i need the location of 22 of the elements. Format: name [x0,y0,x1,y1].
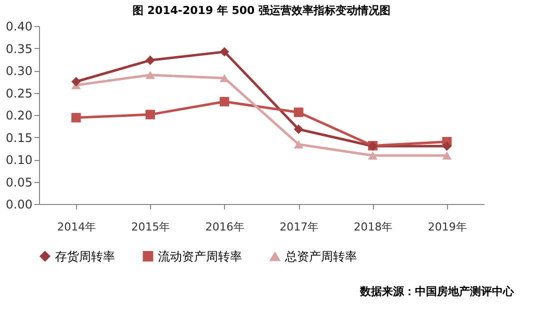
y-tick-label: 0.10 [6,153,32,167]
legend-label: 总资产周转率 [284,250,357,264]
y-tick-label: 0.35 [6,42,32,56]
point [146,56,155,66]
x-tick-label: 2014年 [57,220,96,234]
y-tick-label: 0.15 [6,130,32,145]
y-tick-label: 0.00 [6,198,32,212]
y-tick-label: 0.05 [6,175,32,190]
x-tick-label: 2016年 [205,220,244,234]
y-tick-label: 0.25 [6,86,32,100]
x-tick-label: 2017年 [280,220,319,234]
y-tick-label: 0.30 [6,64,32,78]
y-tick-label: 0.20 [6,108,32,122]
x-tick-label: 2018年 [354,220,393,234]
x-tick-label: 2019年 [428,220,467,234]
chart-title: 图 2014-2019 年 500 强运营效率指标变动情况图 [132,4,391,17]
x-tick-label: 2015年 [131,220,170,234]
point [294,124,304,134]
legend-label: 存货周转率 [55,249,115,264]
y-tick-label: 0.40 [6,20,32,34]
source-note: 数据来源：中国房地产测评中心 [359,285,515,298]
legend-label: 流动资产周转率 [158,249,242,264]
